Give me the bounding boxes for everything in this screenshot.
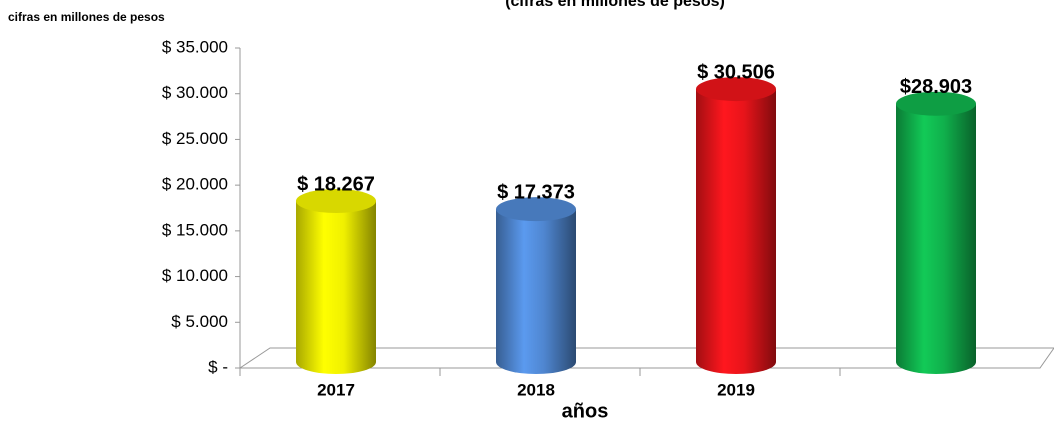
x-tick-label: 2018 bbox=[517, 380, 555, 399]
bar-top bbox=[696, 77, 776, 102]
y-tick-label: $ 10.000 bbox=[162, 266, 228, 285]
y-tick-label: $ 15.000 bbox=[162, 220, 228, 239]
y-tick-label: $ - bbox=[208, 357, 228, 376]
value-label: $28.903 bbox=[900, 76, 972, 98]
bar-top bbox=[896, 91, 976, 116]
bar bbox=[296, 200, 376, 362]
value-label: $ 18.267 bbox=[297, 173, 375, 195]
bar bbox=[896, 103, 976, 362]
value-label: $ 30.506 bbox=[697, 61, 775, 83]
y-tick-label: $ 35.000 bbox=[162, 37, 228, 56]
bar bbox=[496, 209, 576, 362]
x-tick-label: 2017 bbox=[317, 380, 355, 399]
x-axis-label: años bbox=[562, 400, 609, 422]
x-tick-label: 2019 bbox=[717, 380, 755, 399]
y-tick-label: $ 5.000 bbox=[171, 312, 228, 331]
y-tick-label: $ 20.000 bbox=[162, 175, 228, 194]
bar-top bbox=[496, 197, 576, 222]
chart-title: (cifras en millones de pesos) bbox=[505, 0, 725, 10]
y-tick-label: $ 25.000 bbox=[162, 129, 228, 148]
bar bbox=[696, 89, 776, 362]
y-tick-label: $ 30.000 bbox=[162, 83, 228, 102]
bar-top bbox=[296, 188, 376, 213]
y-axis-label: cifras en millones de pesos bbox=[8, 10, 165, 24]
value-label: $ 17.373 bbox=[497, 181, 575, 203]
